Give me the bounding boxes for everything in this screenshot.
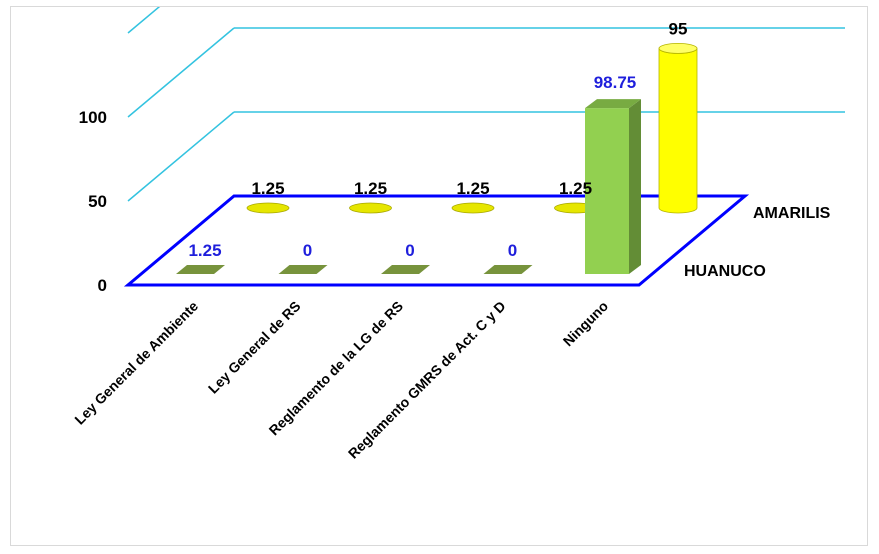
gridline-side-2 (127, 0, 169, 34)
data-label-amarilis-3: 1.25 (559, 179, 592, 198)
box-front (585, 108, 629, 274)
box-flat (278, 265, 328, 274)
label-layer: 0 50 100 1.25 1.25 1.25 1.25 95 1.25 0 0 0 98.75 HUAN… (71, 19, 830, 461)
cylinder-disc (451, 202, 495, 214)
bar-huanuco-0 (176, 265, 225, 274)
bar-amarilis-1 (349, 202, 392, 214)
bar-amarilis-4 (658, 43, 698, 214)
y-tick-label: 100 (79, 108, 107, 127)
y-tick-label: 0 (98, 276, 107, 295)
cylinder-disc (349, 202, 392, 214)
data-label-huanuco-2: 0 (405, 241, 414, 260)
gridline-side-1 (127, 27, 235, 118)
series-label-amarilis: AMARILIS (753, 205, 831, 222)
box-flat (176, 265, 225, 274)
box-side (629, 99, 641, 274)
chart: 0 50 100 1.25 1.25 1.25 1.25 95 1.25 0 0 0 98.75 HUAN… (71, 0, 845, 462)
category-label: Ninguno (560, 298, 611, 349)
bar-huanuco-4 (585, 99, 641, 274)
grid-layer (127, 0, 845, 202)
floor-layer (123, 194, 750, 287)
data-label-amarilis-2: 1.25 (456, 179, 489, 198)
data-label-huanuco-1: 0 (303, 241, 312, 260)
bar-amarilis-0 (246, 202, 290, 214)
cylinder-disc (246, 202, 290, 214)
series-label-huanuco: HUANUCO (684, 263, 766, 280)
cylinder-top (658, 43, 698, 54)
bar-amarilis-2 (451, 202, 495, 214)
front-series-layer (176, 99, 641, 274)
data-label-amarilis-4: 95 (669, 19, 688, 38)
data-label-huanuco-4: 98.75 (594, 73, 637, 92)
category-label: Ley General de Ambiente (71, 298, 201, 428)
category-label: Ley General de RS (205, 298, 304, 397)
bar-huanuco-2 (381, 265, 430, 274)
bar-huanuco-1 (278, 265, 328, 274)
floor-plane (123, 194, 750, 287)
data-label-amarilis-1: 1.25 (354, 179, 387, 198)
data-label-huanuco-0: 1.25 (188, 241, 221, 260)
data-label-huanuco-3: 0 (508, 241, 517, 260)
bar-huanuco-3 (483, 265, 533, 274)
box-flat (483, 265, 533, 274)
y-tick-label: 50 (88, 192, 107, 211)
data-label-amarilis-0: 1.25 (251, 179, 284, 198)
box-flat (381, 265, 430, 274)
chart-frame: 0 50 100 1.25 1.25 1.25 1.25 95 1.25 0 0 0 98.75 HUAN… (10, 0, 868, 546)
cylinder-body (658, 48, 698, 214)
gridline-side-0 (127, 111, 235, 202)
box-top (585, 99, 641, 109)
